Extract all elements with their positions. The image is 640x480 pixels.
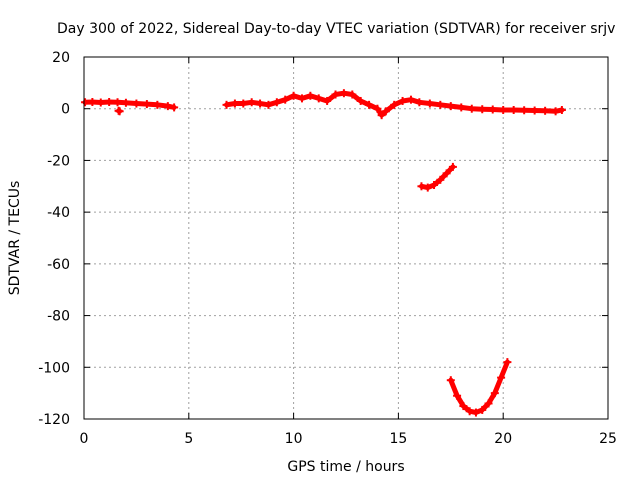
axis-ticks: 0 5 10 15 20 25 20 0 -20 -40 -60 -80 -100 -120 [38,50,617,447]
x-tick-label: 20 [494,431,512,447]
y-tick-label: 20 [52,50,70,66]
data-point [81,98,90,107]
data-point [503,358,512,367]
data-point [373,104,382,113]
data-point [497,373,506,382]
data-point [289,91,298,100]
data-point [331,90,340,99]
x-tick-label: 25 [599,431,617,447]
data-point [425,99,434,108]
data-point [142,100,151,109]
x-tick-label: 5 [184,431,193,447]
data-point [541,106,550,115]
series-trace [448,359,510,415]
data-point [467,104,476,113]
x-axis-label: GPS time / hours [287,459,404,475]
data-point [272,98,281,107]
data-point [465,407,474,416]
data-point [530,106,539,115]
data-point [230,99,239,108]
y-tick-label: -40 [47,205,70,221]
data-point [390,100,399,109]
data-point [377,111,386,120]
data-point [415,98,424,107]
x-tick-label: 15 [389,431,407,447]
y-tick-label: -20 [47,153,70,169]
data-point [520,106,529,115]
x-tick-label: 0 [80,431,89,447]
data-point [281,95,290,104]
data-point [222,100,231,109]
data-point [457,103,466,112]
y-tick-label: -100 [38,360,70,376]
data-point [153,100,162,109]
data-point [88,97,97,106]
data-point [113,98,122,107]
data-point [446,102,455,111]
data-point [115,107,124,116]
chart-title: Day 300 of 2022, Sidereal Day-to-day VTE… [57,21,615,37]
data-point [163,102,172,111]
data-point [132,99,141,108]
data-point [256,99,265,108]
data-point [417,182,426,191]
data-point [459,402,468,411]
data-series-sdtvar [81,89,566,417]
y-axis-label: SDTVAR / TECUs [7,181,23,296]
y-tick-label: -80 [47,309,70,325]
data-point [423,183,432,192]
data-point [96,98,105,107]
data-point [484,399,493,408]
data-point [121,98,130,107]
plot-frame [83,56,609,420]
data-point [356,96,365,105]
data-point [453,391,462,400]
data-point [247,98,256,107]
data-point [314,94,323,103]
y-tick-label: -60 [47,257,70,273]
data-point [448,162,457,171]
data-point [499,106,508,115]
data-point [551,107,560,116]
data-point [406,95,415,104]
data-point [306,91,315,100]
data-point [436,175,445,184]
data-point [509,106,518,115]
data-point [446,376,455,385]
data-point [105,97,114,106]
data-point [557,106,566,115]
data-point [398,96,407,105]
y-tick-label: -120 [38,412,70,428]
data-point [297,94,306,103]
data-point [478,105,487,114]
data-point [471,408,480,417]
data-point [264,100,273,109]
data-point [490,389,499,398]
data-point [442,169,451,178]
data-point [170,103,179,112]
data-point [381,107,390,116]
data-point [430,180,439,189]
data-point [348,90,357,99]
data-point [365,100,374,109]
y-tick-label: 0 [61,102,70,118]
data-point [323,96,332,105]
data-point [488,105,497,114]
x-tick-label: 10 [285,431,303,447]
data-point [478,405,487,414]
data-point [436,100,445,109]
data-point [239,99,248,108]
data-point [339,89,348,98]
